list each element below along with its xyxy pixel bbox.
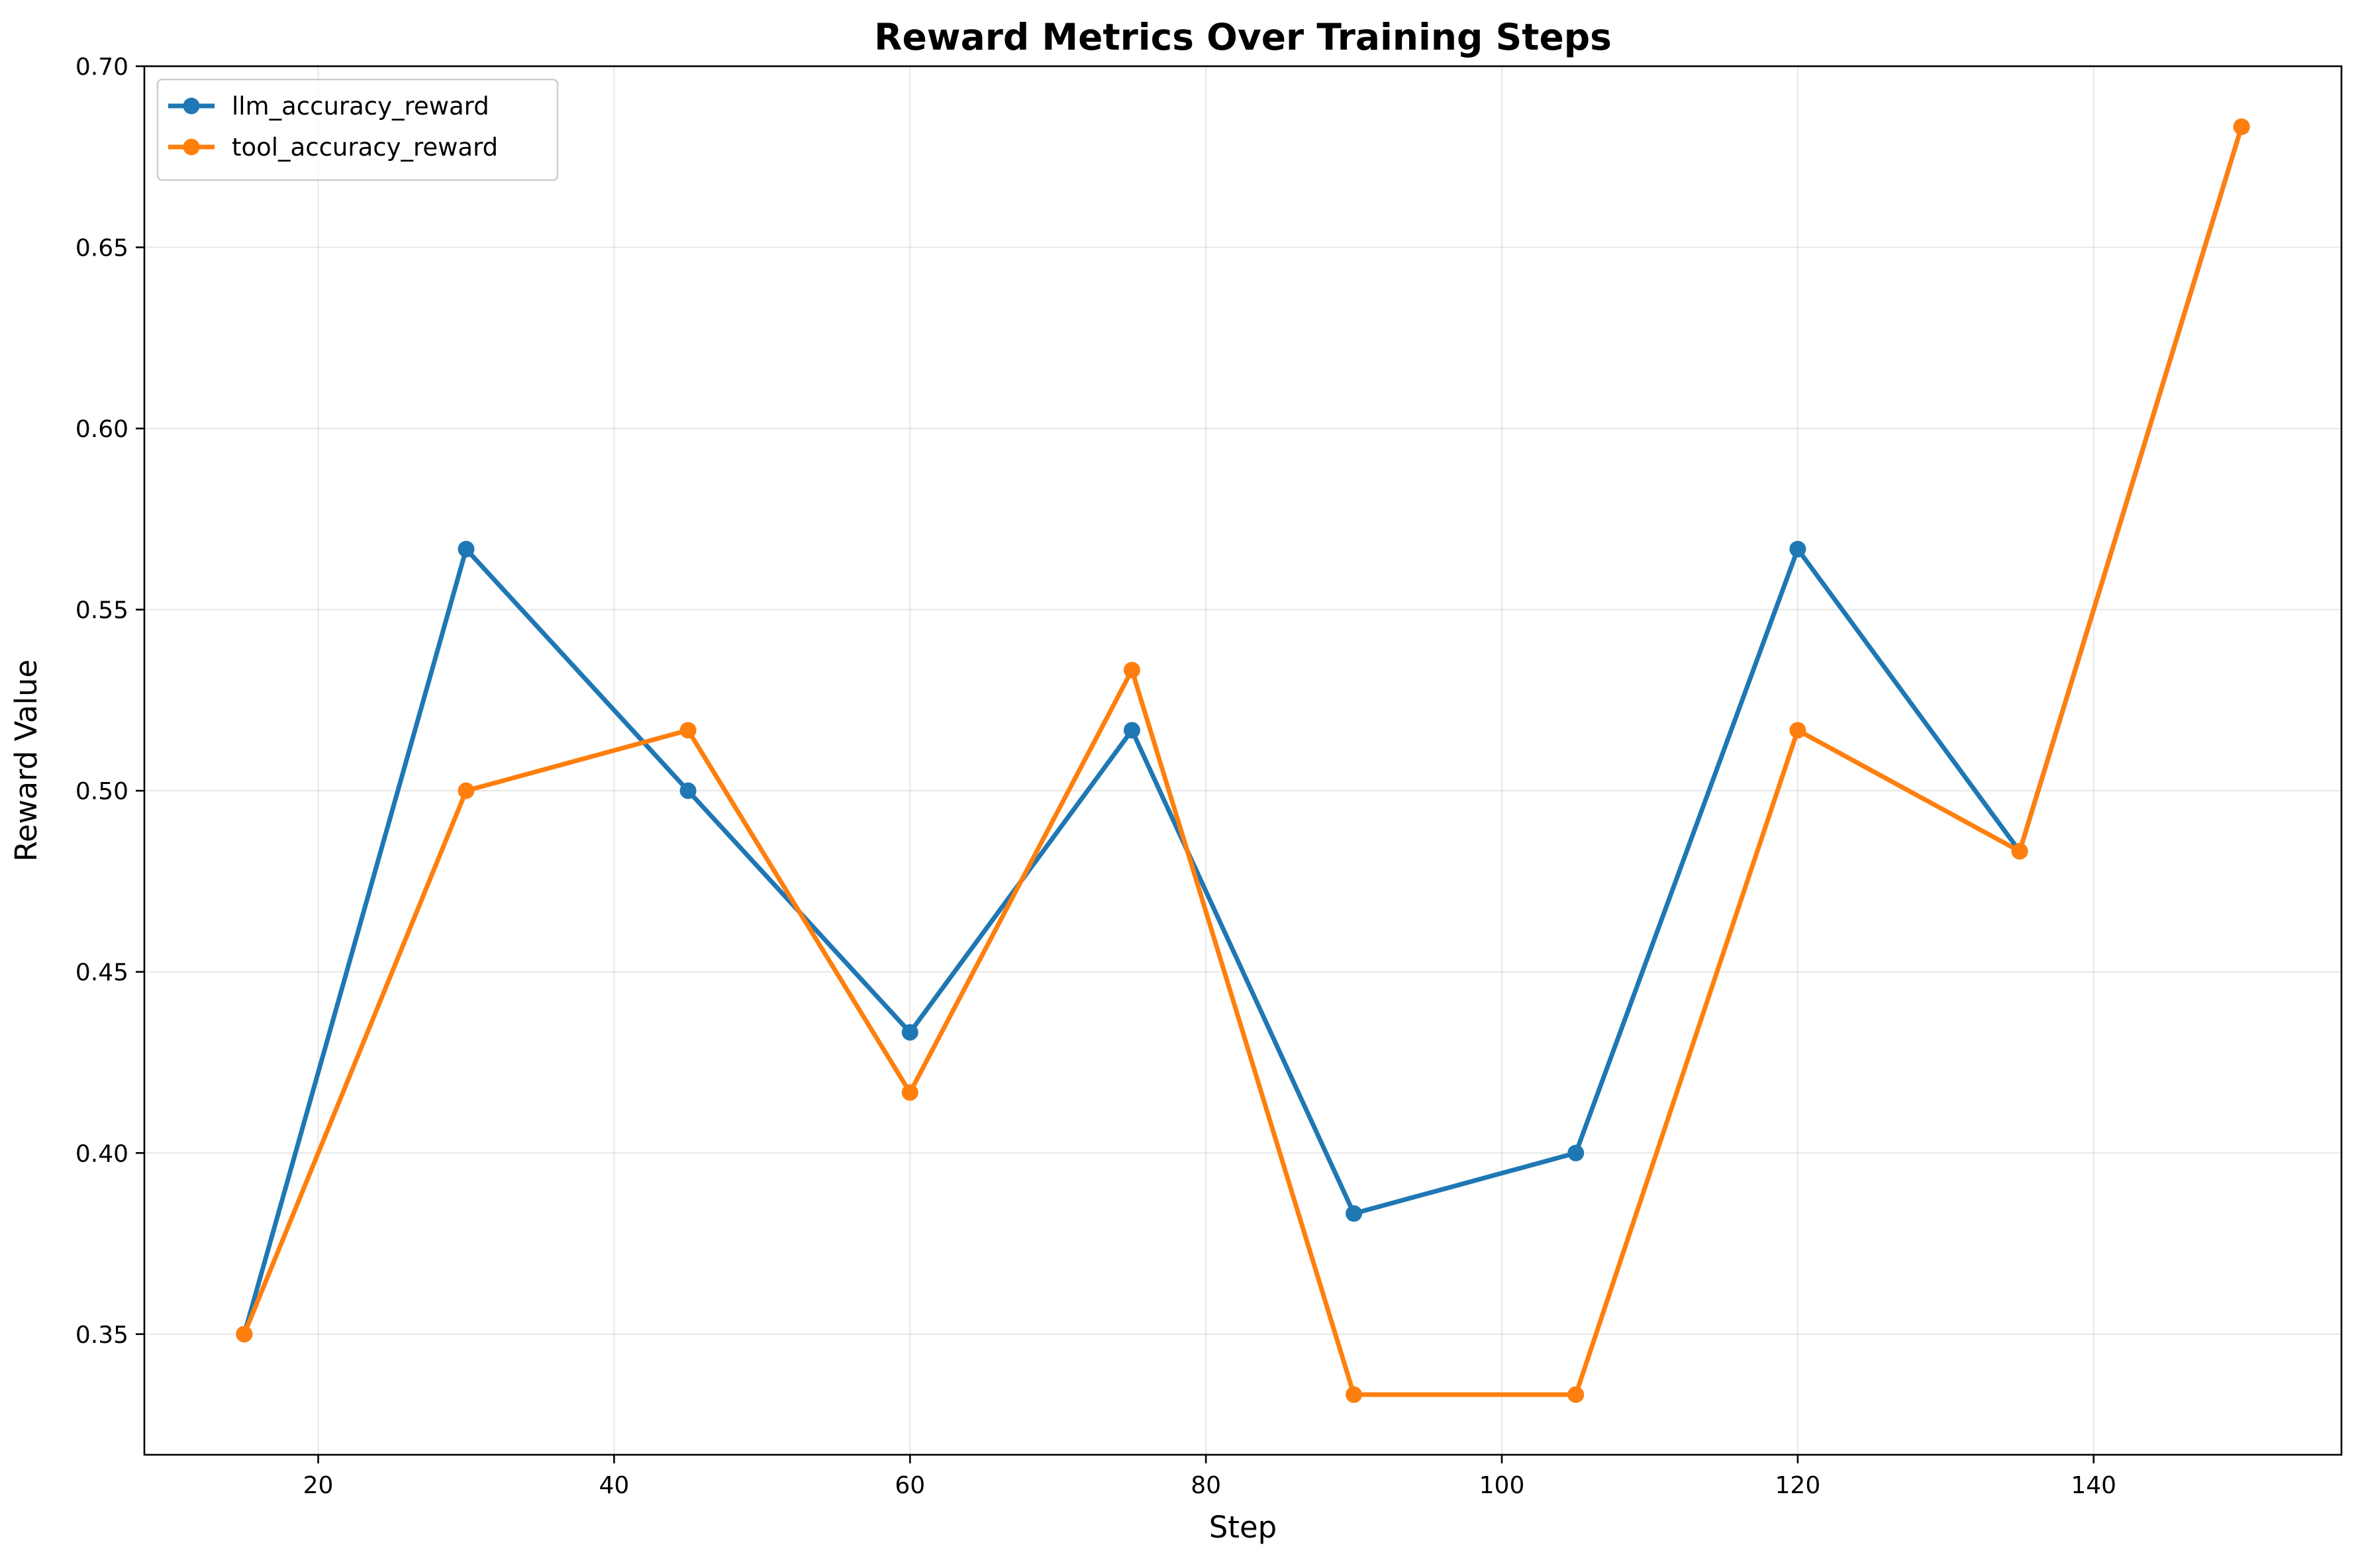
x-tick-label: 140: [2071, 1472, 2116, 1499]
data-point: [1567, 1144, 1585, 1161]
axis-ticks: 20 40 60 80 100 120 140 0.35 0.40 0.45 0.50 0.55 0.6…: [75, 54, 2116, 1499]
y-tick-label: 0.70: [75, 54, 128, 81]
y-tick-label: 0.40: [75, 1140, 128, 1167]
series-tool_accuracy_reward: [236, 118, 2250, 1403]
data-point: [458, 782, 475, 799]
legend-marker: [183, 97, 200, 115]
data-point: [1123, 662, 1140, 679]
data-point: [901, 1084, 918, 1101]
x-tick-label: 40: [599, 1472, 629, 1499]
data-point: [458, 540, 475, 558]
data-point: [901, 1024, 918, 1041]
x-tick-label: 100: [1479, 1472, 1525, 1499]
data-point: [2233, 118, 2250, 135]
chart-title: Reward Metrics Over Training Steps: [874, 16, 1612, 58]
y-tick-label: 0.50: [75, 778, 128, 805]
data-point: [1123, 722, 1140, 739]
legend-box: [156, 78, 559, 181]
x-tick-label: 60: [895, 1472, 925, 1499]
x-tick-label: 120: [1775, 1472, 1821, 1499]
legend-item: llm_accuracy_reward: [168, 92, 489, 121]
legend-marker: [183, 138, 200, 156]
grid: [144, 66, 2341, 1455]
data-point: [1567, 1386, 1585, 1403]
data-point: [2011, 843, 2028, 860]
data-point: [679, 782, 697, 799]
x-axis-label: Step: [1209, 1510, 1277, 1545]
data-point: [1789, 722, 1806, 739]
plot-frame: [143, 65, 2343, 1456]
y-tick-label: 0.65: [75, 235, 128, 262]
y-tick-label: 0.45: [75, 959, 128, 987]
series-group: [236, 118, 2250, 1403]
data-point: [1346, 1205, 1363, 1222]
x-tick-label: 80: [1191, 1472, 1221, 1499]
y-tick-label: 0.35: [75, 1322, 128, 1349]
legend-item: tool_accuracy_reward: [168, 133, 498, 162]
y-axis-label: Reward Value: [9, 660, 44, 861]
series-line: [242, 124, 2244, 1337]
x-tick-label: 20: [303, 1472, 334, 1499]
legend: llm_accuracy_reward tool_accuracy_reward: [156, 78, 559, 181]
y-tick-label: 0.55: [75, 597, 128, 624]
data-point: [679, 722, 697, 739]
data-point: [1346, 1386, 1363, 1403]
legend-label: tool_accuracy_reward: [232, 133, 498, 162]
y-tick-label: 0.60: [75, 416, 128, 443]
legend-label: llm_accuracy_reward: [232, 92, 489, 121]
series-line: [242, 124, 2244, 1397]
data-point: [236, 1326, 253, 1343]
data-point: [1789, 540, 1806, 558]
